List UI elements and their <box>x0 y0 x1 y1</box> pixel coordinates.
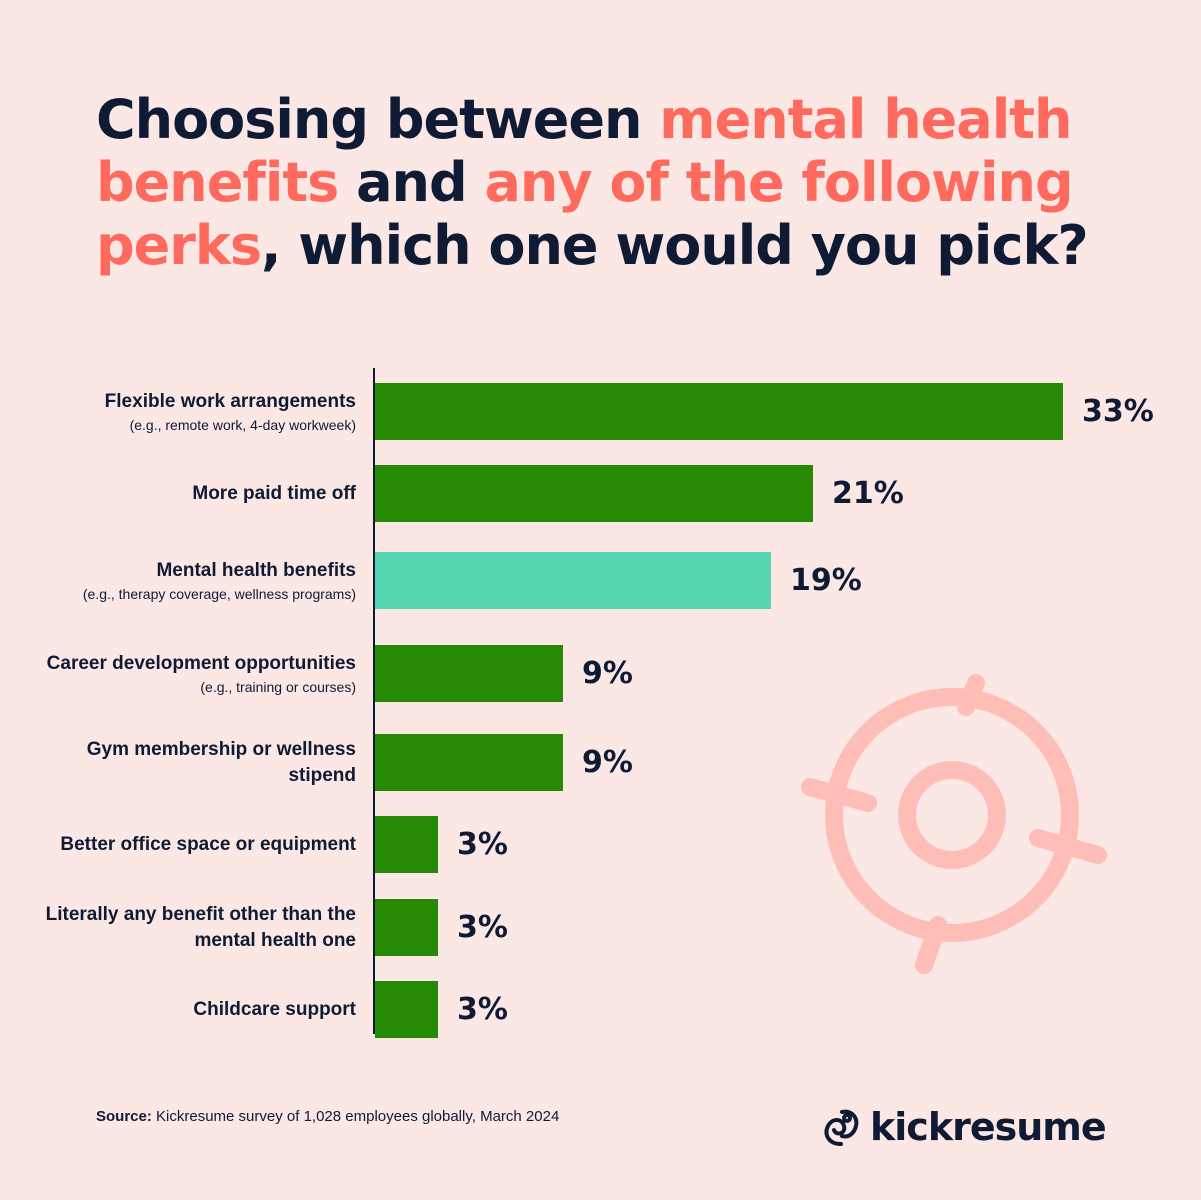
category-label-main: Childcare support <box>193 999 356 1020</box>
category-label-sub: (e.g., therapy coverage, wellness progra… <box>82 586 356 602</box>
bar-value-label: 9% <box>582 745 633 780</box>
source-label: Source: <box>96 1108 152 1125</box>
bar <box>375 552 771 609</box>
bar-value-label: 3% <box>457 827 508 862</box>
category-label-main: Better office space or equipment <box>60 834 356 855</box>
category-axis-line <box>373 368 375 1034</box>
chart-title: Choosing between mental health benefits … <box>96 88 1096 277</box>
bar-value-label: 21% <box>832 476 904 511</box>
category-label: More paid time off <box>26 481 356 507</box>
bar <box>375 734 563 791</box>
title-highlight: mental health benefits <box>96 88 1072 214</box>
category-label: Childcare support <box>26 997 356 1023</box>
bar <box>375 383 1063 440</box>
bar <box>375 899 438 956</box>
bar-value-label: 3% <box>457 910 508 945</box>
title-text: Choosing between <box>96 88 660 151</box>
bar <box>375 645 563 702</box>
bar-value-label: 9% <box>582 656 633 691</box>
category-label-main: More paid time off <box>192 483 356 504</box>
category-label-main: Mental health benefits <box>156 560 356 581</box>
bar <box>375 816 438 873</box>
category-label-main: Gym membership or wellness stipend <box>86 739 356 786</box>
title-text: , which one would you pick? <box>260 214 1089 277</box>
category-label: Literally any benefit other than the men… <box>26 902 356 954</box>
category-label-main: Career development opportunities <box>46 653 356 674</box>
category-label: Flexible work arrangements (e.g., remote … <box>26 389 356 435</box>
category-label-sub: (e.g., training or courses) <box>200 679 356 695</box>
kickresume-logo: kickresume <box>820 1102 1107 1152</box>
title-highlight: any of the following perks <box>96 151 1074 277</box>
category-label: Mental health benefits (e.g., therapy cov… <box>26 558 356 604</box>
bar <box>375 981 438 1038</box>
bar-value-label: 19% <box>790 563 862 598</box>
bar-value-label: 3% <box>457 992 508 1027</box>
category-label-sub: (e.g., remote work, 4-day workweek) <box>129 417 356 433</box>
category-label-main: Literally any benefit other than the men… <box>45 904 356 951</box>
source-note: Source: Kickresume survey of 1,028 emplo… <box>96 1108 559 1125</box>
title-text: and <box>338 151 485 214</box>
category-label: Gym membership or wellness stipend <box>26 737 356 789</box>
category-label: Better office space or equipment <box>26 832 356 858</box>
kickresume-logo-icon <box>824 1109 859 1146</box>
category-label: Career development opportunities (e.g., t… <box>26 651 356 697</box>
category-label-main: Flexible work arrangements <box>104 391 356 412</box>
bar-chart: 33% Flexible work arrangements (e.g., remo… <box>0 360 1201 1060</box>
source-text: Kickresume survey of 1,028 employees glo… <box>151 1108 560 1125</box>
target-crosshair-icon <box>801 674 1107 974</box>
bar <box>375 465 813 522</box>
bar-value-label: 33% <box>1082 394 1154 429</box>
logo-text: kickresume <box>870 1105 1107 1149</box>
